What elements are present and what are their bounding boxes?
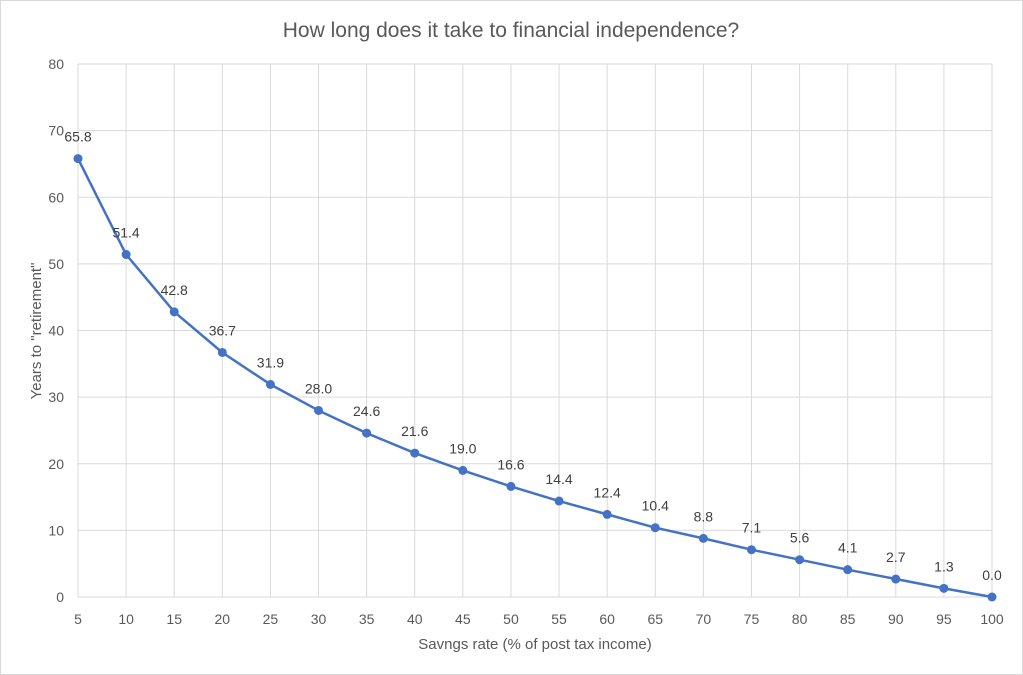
data-point <box>362 428 372 438</box>
data-label: 19.0 <box>449 440 476 456</box>
x-tick-label: 40 <box>407 611 423 627</box>
data-label: 14.4 <box>545 471 572 487</box>
data-label: 31.9 <box>257 354 284 370</box>
data-point <box>410 448 420 458</box>
data-label: 1.3 <box>934 558 954 574</box>
data-label: 24.6 <box>353 403 380 419</box>
y-tick-label: 50 <box>48 256 64 272</box>
y-tick-label: 80 <box>48 56 64 72</box>
chart-title: How long does it take to financial indep… <box>283 19 739 42</box>
data-label: 8.8 <box>694 508 714 524</box>
data-point <box>602 509 612 519</box>
data-label: 2.7 <box>886 549 906 565</box>
data-point <box>169 307 179 317</box>
y-tick-label: 10 <box>48 522 64 538</box>
y-axis-title: Years to "retirement" <box>28 263 45 400</box>
data-label: 4.1 <box>838 540 858 556</box>
data-point <box>843 565 853 575</box>
data-label: 0.0 <box>982 567 1002 583</box>
axis-ticks: 0 10 20 30 40 50 60 70 80 5 10 15 20 25 30 35 40 45 50 55 60… <box>48 56 1003 627</box>
x-tick-label: 100 <box>980 611 1004 627</box>
x-tick-label: 90 <box>888 611 904 627</box>
x-tick-label: 85 <box>840 611 856 627</box>
data-label: 16.6 <box>497 456 524 472</box>
data-label: 28.0 <box>305 380 332 396</box>
data-point <box>506 481 516 491</box>
x-tick-label: 75 <box>744 611 760 627</box>
y-tick-label: 30 <box>48 389 64 405</box>
x-tick-label: 20 <box>215 611 231 627</box>
data-point <box>458 465 468 475</box>
data-point <box>795 555 805 565</box>
x-tick-label: 25 <box>263 611 279 627</box>
data-label: 10.4 <box>642 498 669 514</box>
x-tick-label: 30 <box>311 611 327 627</box>
x-tick-label: 95 <box>936 611 952 627</box>
x-tick-label: 15 <box>166 611 182 627</box>
data-point <box>73 154 83 164</box>
data-label: 5.6 <box>790 530 810 546</box>
y-tick-label: 60 <box>48 189 64 205</box>
data-point <box>265 379 275 389</box>
gridlines <box>77 63 993 598</box>
x-tick-label: 60 <box>599 611 615 627</box>
x-tick-label: 35 <box>359 611 375 627</box>
data-label: 12.4 <box>594 484 621 500</box>
data-point <box>987 592 997 602</box>
y-tick-label: 0 <box>56 589 64 605</box>
x-tick-label: 50 <box>503 611 519 627</box>
x-tick-label: 65 <box>647 611 663 627</box>
data-label: 65.8 <box>64 129 91 145</box>
data-point <box>939 583 949 593</box>
data-point <box>554 496 564 506</box>
y-tick-label: 20 <box>48 456 64 472</box>
x-tick-label: 5 <box>74 611 82 627</box>
x-tick-label: 80 <box>792 611 808 627</box>
y-tick-label: 70 <box>48 123 64 139</box>
data-series <box>73 154 997 602</box>
data-point <box>121 250 131 260</box>
y-tick-label: 40 <box>48 323 64 339</box>
data-point <box>650 523 660 533</box>
data-point <box>698 533 708 543</box>
data-label: 36.7 <box>209 322 236 338</box>
data-point <box>314 405 324 415</box>
x-axis-title: Savngs rate (% of post tax income) <box>418 636 651 653</box>
data-point <box>217 347 227 357</box>
data-point <box>891 574 901 584</box>
series-line <box>76 158 993 599</box>
data-label: 42.8 <box>161 282 188 298</box>
data-label: 7.1 <box>742 520 762 536</box>
x-tick-label: 70 <box>696 611 712 627</box>
data-label: 21.6 <box>401 423 428 439</box>
x-tick-label: 55 <box>551 611 567 627</box>
data-label: 51.4 <box>112 225 139 241</box>
data-labels: 65.8 51.4 42.8 36.7 31.9 28.0 24.6 21.6 19.0 16.6… <box>64 129 1002 583</box>
x-tick-label: 10 <box>118 611 134 627</box>
x-tick-label: 45 <box>455 611 471 627</box>
data-point <box>746 545 756 555</box>
